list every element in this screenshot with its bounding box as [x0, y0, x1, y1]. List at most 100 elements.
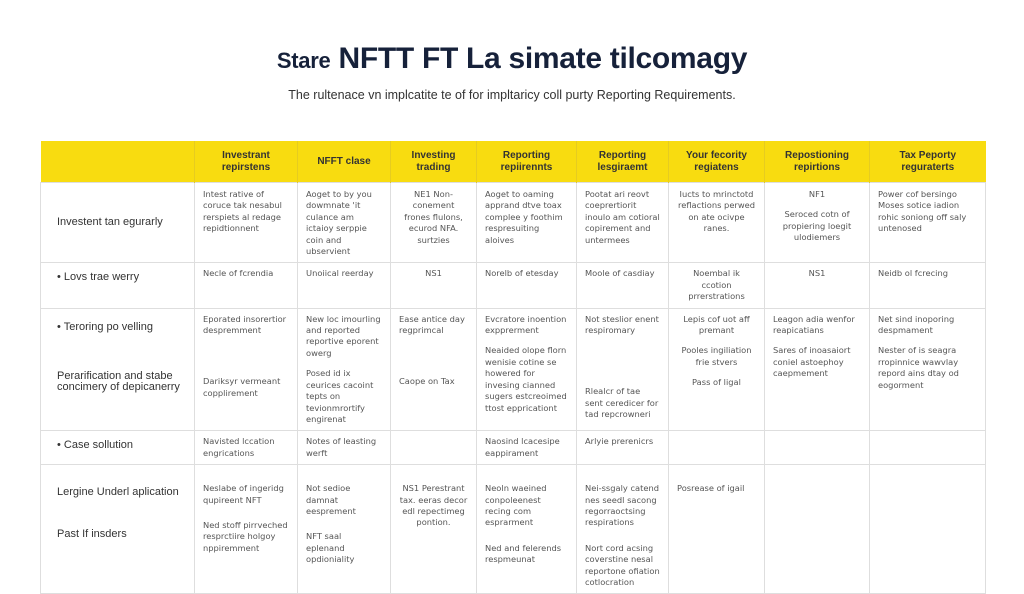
table-cell: Unoiical reerday [297, 262, 391, 309]
table-cell: Nei-ssgaly catend nes seedl sacong regor… [576, 464, 669, 594]
title-prefix: Stare [276, 48, 331, 73]
table-cell [668, 430, 765, 466]
row-label-text: • Teroring po velling [57, 320, 153, 333]
table-cell: Neslabe of ingeridg qupireent NFT Ned sto… [194, 464, 298, 594]
cell-text: Necle of fcrendia [203, 268, 274, 279]
cell-text: New loc imourling and reported reportive… [306, 313, 381, 358]
cell-text: Ned stoff pirrveched resprctiire holgoy … [203, 519, 288, 553]
cell-text: Neslabe of ingeridg qupireent NFT [203, 483, 284, 505]
cell-text: Pass of ligal [692, 377, 741, 388]
row-label-text: Past If insders [57, 527, 127, 540]
row-label-text: • Case sollution [57, 439, 134, 452]
cell-text: Power cof bersingo Moses sotice iadion r… [878, 189, 967, 234]
column-header: Reporting lesgiraemt [576, 141, 669, 183]
cell-text: Posed id ix ceurices cacoint tepts on te… [306, 368, 374, 424]
table-row: • Lovs trae werry Necle of fcrendia Unoiic… [40, 262, 986, 309]
column-header: Tax Peporty reguraterts [869, 141, 986, 183]
table-cell: Neoln waeined conpoleenest recing com es… [476, 464, 577, 594]
cell-text: Neaided olope florn wenisie cotine se ho… [485, 345, 567, 413]
title-main: NFTT FT La simate tilcomagy [338, 42, 748, 75]
page-subtitle: The rultenace vn implcatite te of for im… [288, 88, 736, 102]
cell-text: Aoget to by you dowmnate 'it culance am … [306, 189, 372, 257]
table-row: Investent tan egurarly Intest rative of c… [40, 181, 986, 264]
table-cell [764, 464, 870, 594]
cell-text: Caope on Tax [399, 376, 455, 387]
table-cell: Posrease of igail [668, 464, 765, 594]
row-label: • Case sollution [40, 430, 195, 466]
row-label-text: • Lovs trae werry [57, 271, 140, 284]
cell-text: Pooles ingiliation frie stvers [681, 345, 752, 367]
cell-text: Ned and felerends respmeunat [485, 542, 562, 565]
table-cell: Neidb ol fcrecing [869, 262, 986, 309]
cell-text: Neoln waeined conpoleenest recing com es… [485, 483, 547, 528]
table-cell [764, 430, 870, 466]
cell-text: Nort cord acsing coverstine nesal report… [585, 542, 660, 587]
table-cell: Net sind inoporing despmament Nester of i… [869, 307, 986, 432]
cell-text: Arlyie prerenicrs [585, 436, 654, 447]
cell-text: Seroced cotn of propiering loegit ulodie… [782, 209, 852, 243]
table-cell: Pootat ari reovt coeprertiorit inoulo am… [576, 181, 669, 264]
column-header: Reporting repiirennts [476, 141, 577, 183]
cell-text: Eporated insorertior despremment [203, 313, 287, 336]
row-label-text: Perarification and stabe concimery of de… [57, 370, 180, 394]
table-cell: Moole of casdiay [576, 262, 669, 309]
cell-text: Evcratore inoention expprerment [485, 313, 567, 336]
table-cell: Naosind lcacesipe eappirament [476, 430, 577, 466]
cell-text: Unoiical reerday [306, 268, 374, 279]
cell-text: Ease antice day regprimcal [399, 313, 465, 336]
row-label: • Teroring po velling Perarification and … [40, 307, 195, 432]
table-cell: NS1 [390, 262, 477, 309]
table-cell: Evcratore inoention expprerment Neaided o… [476, 307, 577, 432]
cell-text: Leagon adia wenfor reapicatians [773, 313, 855, 336]
table-cell: Aoget to oaming apprand dtve toax comple… [476, 181, 577, 264]
cell-text: NS1 [425, 268, 442, 279]
cell-text: Aoget to oaming apprand dtve toax comple… [485, 189, 563, 245]
table-cell: Notes of leasting werft [297, 430, 391, 466]
column-header: Your fecority regiatens [668, 141, 765, 183]
table-cell [390, 430, 477, 466]
table-cell [869, 464, 986, 594]
cell-text: Lepis cof uot aff premant [683, 313, 750, 336]
cell-text: Not sedioe damnat eesprement [306, 483, 356, 516]
table-cell: NE1 Non-conement frones flulons, ecurod … [390, 181, 477, 264]
table-cell: Not sedioe damnat eesprement NFT saal epl… [297, 464, 391, 594]
page-title: Stare NFTT FT La simate tilcomagy [0, 42, 1024, 76]
table-cell: NS1 Perestrant tax. eeras decor edl repe… [390, 464, 477, 594]
table-cell: Intest rative of coruce tak nesabul rers… [194, 181, 298, 264]
table-cell: Noembal ik ccotion prrerstrations [668, 262, 765, 309]
table-cell: New loc imourling and reported reportive… [297, 307, 391, 432]
table-cell: NF1 Seroced cotn of propiering loegit ulo… [764, 181, 870, 264]
column-header: Investing trading [390, 141, 477, 183]
table-cell: Aoget to by you dowmnate 'it culance am … [297, 181, 391, 264]
table-cell: Arlyie prerenicrs [576, 430, 669, 466]
table-cell [869, 430, 986, 466]
cell-text: Nei-ssgaly catend nes seedl sacong regor… [585, 483, 659, 528]
cell-text: Net sind inoporing despmament [878, 313, 955, 336]
table-cell: Iucts to mrinctotd reflactions perwed on… [668, 181, 765, 264]
table-cell: Not steslior enent respiromary Rlealcr of… [576, 307, 669, 432]
table-cell: Norelb of etesday [476, 262, 577, 309]
column-header: NFFT clase [297, 141, 391, 183]
row-label: • Lovs trae werry [40, 262, 195, 309]
table-cell: Necle of fcrendia [194, 262, 298, 309]
column-header: Investrant repirstens [194, 141, 298, 183]
cell-text: Iucts to mrinctotd reflactions perwed on… [678, 189, 755, 234]
cell-text: Noembal ik ccotion prrerstrations [688, 268, 745, 302]
cell-text: NE1 Non-conement frones flulons, ecurod … [404, 189, 463, 245]
row-label-text: Investent tan egurarly [57, 216, 163, 229]
column-header: Repostioning repirtions [764, 141, 870, 183]
table-row: • Teroring po velling Perarification and … [40, 307, 986, 432]
row-label: Lergine Underl aplication Past If insders [40, 464, 195, 594]
cell-text: NS1 Perestrant tax. eeras decor edl repe… [399, 483, 468, 528]
cell-text: Navisted lccation engrications [203, 436, 275, 458]
row-label: Investent tan egurarly [40, 181, 195, 264]
table-row: • Case sollution Navisted lccation engric… [40, 430, 986, 466]
cell-text: Notes of leasting werft [306, 436, 377, 458]
table-cell: Eporated insorertior despremment Dariksyr… [194, 307, 298, 432]
cell-text: Sares of inoasaiort coniel astoephoy cae… [773, 345, 851, 379]
row-label-text: Lergine Underl aplication [57, 486, 179, 499]
cell-text: Norelb of etesday [485, 268, 559, 279]
cell-text: Moole of casdiay [585, 268, 655, 279]
cell-text: Not steslior enent respiromary [585, 313, 659, 336]
cell-text: Rlealcr of tae sent ceredicer for tad re… [585, 386, 659, 420]
